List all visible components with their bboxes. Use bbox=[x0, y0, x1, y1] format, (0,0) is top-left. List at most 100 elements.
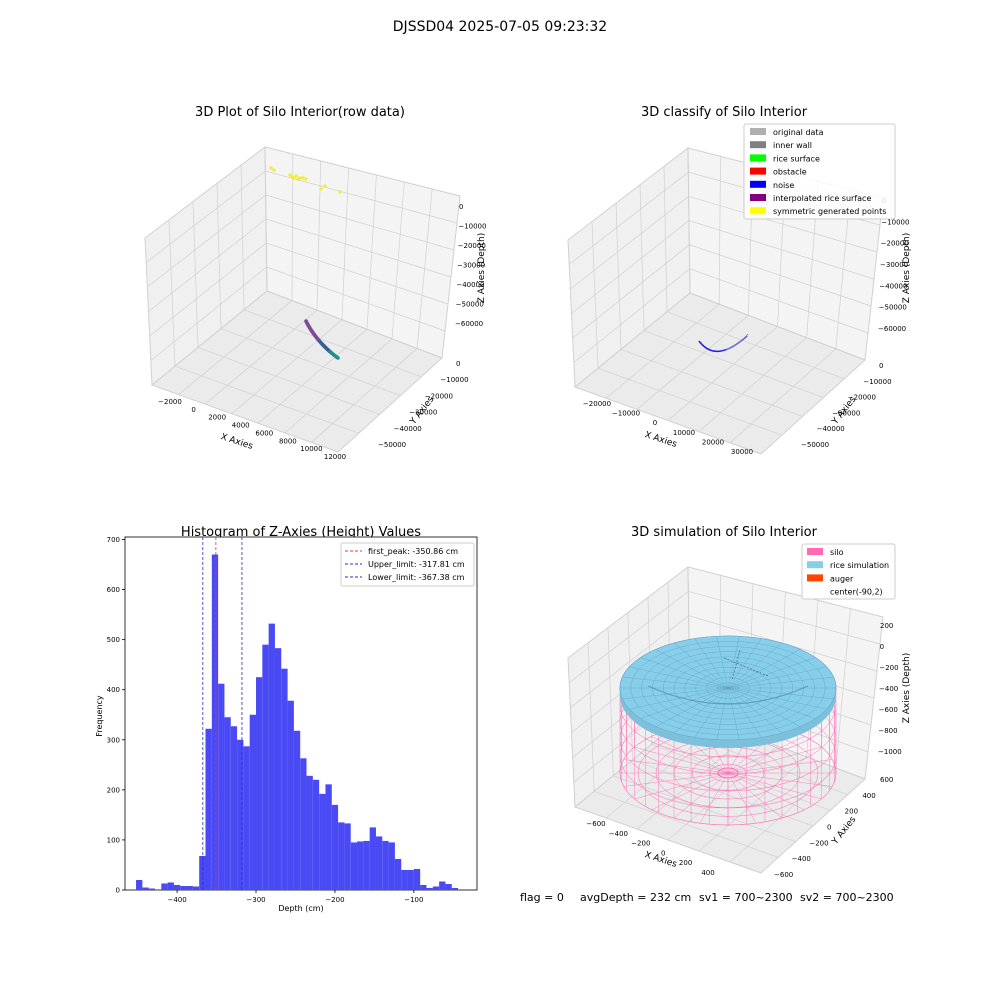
tick-label: 0 bbox=[191, 406, 195, 414]
histogram-bar bbox=[161, 883, 168, 890]
grid-line bbox=[667, 326, 778, 421]
legend-swatch bbox=[807, 574, 823, 582]
histogram-vlines bbox=[202, 537, 243, 890]
classify-legend-box bbox=[743, 123, 896, 220]
raw-point bbox=[323, 184, 327, 188]
rice-mesh-spoke bbox=[694, 687, 729, 738]
histogram-bar bbox=[306, 775, 313, 890]
silo-floor-spoke bbox=[699, 772, 729, 824]
legend-label: symmetric generated points bbox=[773, 207, 886, 216]
y-tick-label: 500 bbox=[107, 636, 120, 644]
grid-line bbox=[687, 147, 691, 294]
legend-label: silo bbox=[830, 548, 844, 557]
histogram-bar bbox=[249, 714, 257, 890]
status-sv1: sv1 = 700~2300 bbox=[699, 891, 793, 904]
histogram-bar bbox=[338, 822, 345, 890]
tick-label: 0 bbox=[456, 360, 460, 368]
histogram-x-ticks: −400 −300 −200 −100 bbox=[167, 890, 423, 904]
tick-label: −30000 bbox=[880, 261, 908, 269]
histogram-bar bbox=[388, 842, 395, 890]
grid-line bbox=[864, 197, 884, 361]
simulation-x-ticks: −600 −400−200 0 200 400 bbox=[586, 820, 714, 877]
histogram-bar bbox=[237, 739, 244, 890]
legend-label: rice surface bbox=[773, 154, 820, 163]
rice-mesh-spoke bbox=[727, 638, 762, 689]
rice-mesh-spoke bbox=[727, 657, 816, 689]
silo-floor-spoke bbox=[727, 736, 805, 774]
tick-label: −40000 bbox=[394, 425, 422, 433]
raw-y-ticks: 0 −10000 −20000 −30000 −40000 −50000 bbox=[378, 360, 469, 449]
grid-line bbox=[220, 328, 401, 396]
raw-point bbox=[319, 187, 323, 191]
grid-line bbox=[264, 146, 268, 292]
tick-label: 8000 bbox=[279, 437, 297, 445]
classify-x-ticks: −20000−10000 0 10000 20000 30000 bbox=[583, 400, 753, 456]
legend-label: original data bbox=[773, 128, 824, 137]
simulation-title: 3D simulation of Silo Interior bbox=[631, 525, 818, 540]
silo-floor-spoke bbox=[727, 746, 822, 774]
tick-label: 4000 bbox=[232, 422, 250, 430]
raw-z-ticks: 0 −10000 −20000 −30000 −40000 −50000 −60000 bbox=[455, 203, 486, 328]
grid-line bbox=[591, 221, 599, 369]
histogram-ylabel: Frequency bbox=[95, 695, 104, 737]
grid-line bbox=[240, 165, 245, 310]
tick-label: 400 bbox=[701, 869, 714, 877]
rice-mesh-spoke bbox=[622, 677, 729, 689]
simulation-z-ticks: 200 0 −200 −400 −600 −800 −1000 bbox=[878, 622, 902, 756]
rice-mesh-spoke bbox=[727, 687, 783, 734]
tick-label: 6000 bbox=[255, 429, 273, 437]
histogram-bar bbox=[382, 840, 389, 890]
status-avg-depth: avgDepth = 232 cm bbox=[580, 891, 691, 904]
tick-label: −400 bbox=[609, 830, 628, 838]
classify-legend: original data inner wall rice surface obsta… bbox=[743, 123, 896, 220]
histogram-bar bbox=[363, 840, 370, 890]
status-sv2: sv2 = 700~2300 bbox=[800, 891, 894, 904]
histogram-bar bbox=[136, 879, 143, 890]
panel-classify-title: 3D classify of Silo Interior bbox=[641, 105, 808, 120]
grid-line bbox=[567, 657, 576, 808]
tick-label: −50000 bbox=[378, 441, 406, 449]
rice-mesh-spoke bbox=[727, 687, 740, 740]
histogram-bar bbox=[256, 677, 263, 890]
grid-line bbox=[651, 744, 831, 811]
tick-label: −10000 bbox=[881, 218, 909, 226]
classify-grid bbox=[567, 147, 884, 455]
histogram-bar bbox=[445, 883, 452, 890]
tick-label: −400 bbox=[792, 855, 811, 863]
grid-line bbox=[391, 181, 405, 339]
tick-label: −50000 bbox=[456, 301, 484, 309]
histogram-xlabel: Depth (cm) bbox=[278, 904, 323, 913]
rice-mesh-spoke bbox=[727, 687, 801, 727]
tick-label: −200 bbox=[631, 840, 650, 848]
panel-raw-3d: 3D Plot of Silo Interior(row data) −2000… bbox=[144, 105, 487, 461]
legend-label: Upper_limit: -317.81 cm bbox=[368, 560, 465, 569]
y-tick-label: 300 bbox=[107, 736, 120, 744]
tick-label: −600 bbox=[774, 871, 793, 879]
histogram-bar bbox=[211, 554, 219, 890]
panel-simulation-3d: 3D simulation of Silo Interior −600−400−… bbox=[567, 525, 912, 879]
legend-label: auger bbox=[830, 574, 854, 583]
rice-mesh-spoke bbox=[727, 687, 827, 710]
raw-point bbox=[304, 177, 308, 181]
histogram-bar bbox=[325, 784, 332, 890]
legend-label: Lower_limit: -367.38 cm bbox=[368, 573, 465, 582]
histogram-bar bbox=[218, 683, 225, 890]
rice-mesh-spoke bbox=[629, 687, 729, 710]
rice-mesh-spoke bbox=[727, 649, 801, 689]
tick-label: 12000 bbox=[324, 453, 346, 461]
grid-line bbox=[632, 759, 814, 827]
grid-line bbox=[284, 338, 393, 434]
tick-label: 200 bbox=[679, 859, 692, 867]
tick-label: 10000 bbox=[300, 445, 322, 453]
grid-line bbox=[574, 806, 762, 874]
histogram-bar bbox=[375, 836, 383, 890]
histogram-bar bbox=[350, 842, 358, 890]
grid-line bbox=[760, 359, 866, 455]
histogram-bar bbox=[287, 700, 294, 890]
histogram-y-ticks: 0 100 200 300 400 500 600 700 bbox=[107, 536, 125, 895]
tick-label: 0 bbox=[661, 849, 665, 857]
grid-line bbox=[835, 608, 851, 769]
tick-label: 0 bbox=[459, 203, 463, 211]
legend-label: rice simulation bbox=[830, 561, 889, 570]
rice-shadow bbox=[647, 685, 809, 705]
